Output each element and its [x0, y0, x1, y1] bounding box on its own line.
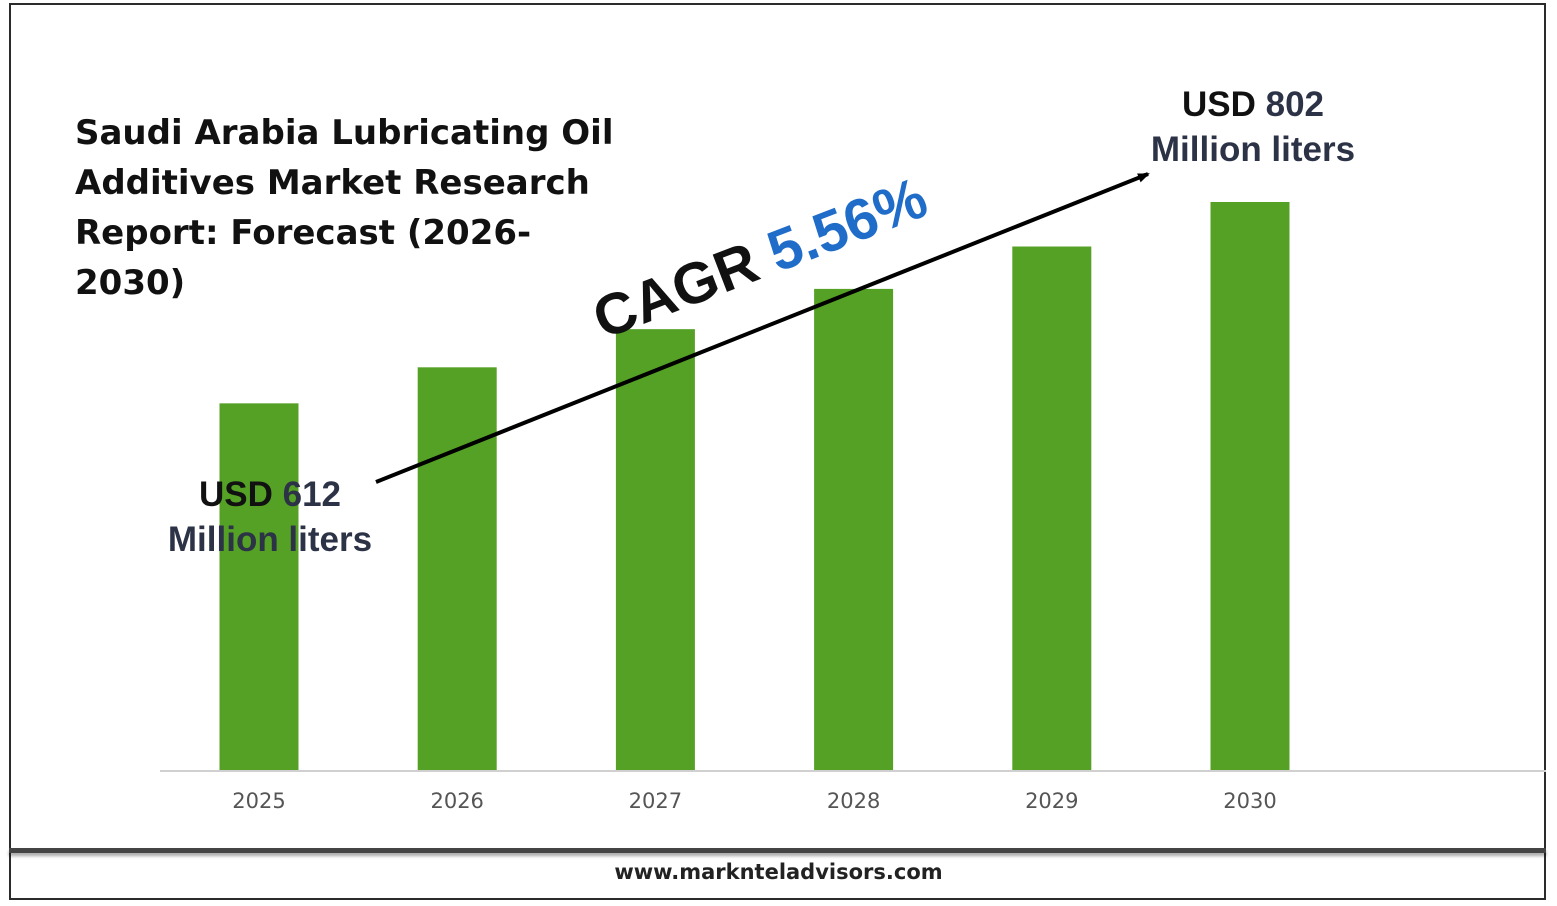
x-tick-labels: 2025 2026 2027 2028 2029 2030 — [232, 789, 1276, 813]
x-tick-label-2026: 2026 — [430, 789, 483, 813]
start-value: 612 — [282, 475, 342, 514]
end-usd-label: USD — [1181, 85, 1256, 124]
start-usd-label: USD — [198, 475, 273, 514]
x-tick-label-2027: 2027 — [629, 789, 682, 813]
bar-2028 — [814, 288, 894, 770]
trend-arrow — [375, 172, 1150, 484]
chart-title: Saudi Arabia Lubricating Oil Additives M… — [75, 113, 614, 303]
end-value: 802 — [1265, 85, 1325, 124]
footer-website: www.marknteladvisors.com — [614, 860, 943, 884]
bar-2027 — [615, 329, 695, 770]
end-unit: Million liters — [1150, 130, 1356, 169]
bar-2029 — [1012, 246, 1092, 771]
start-unit: Million liters — [167, 520, 373, 559]
x-tick-label-2028: 2028 — [827, 789, 880, 813]
x-tick-label-2030: 2030 — [1223, 789, 1276, 813]
end-value-annotation: USD 802 Million liters — [1128, 82, 1378, 172]
footer-divider — [9, 848, 1546, 853]
bar-2025 — [219, 403, 299, 770]
bar-2030 — [1210, 202, 1290, 770]
start-value-annotation: USD 612 Million liters — [145, 472, 395, 562]
x-tick-label-2025: 2025 — [232, 789, 285, 813]
bar-2026 — [417, 367, 497, 770]
bar-group — [219, 202, 1290, 771]
x-tick-label-2029: 2029 — [1025, 789, 1078, 813]
